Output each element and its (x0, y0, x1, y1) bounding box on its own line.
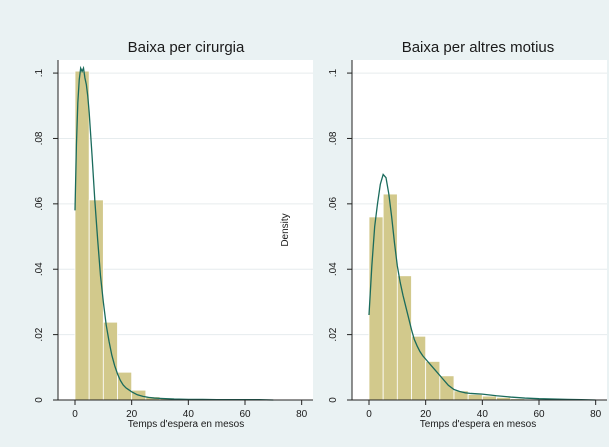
y-tick-label: .08 (328, 131, 339, 145)
panel-title: Baixa per altres motius (402, 39, 555, 56)
panel-baixa-per-cirurgia: Baixa per cirurgia 0 20 40 60 80 0 .02 .04 .06.… (34, 39, 313, 430)
y-tick-label: .1 (328, 68, 339, 77)
y-tick-label: .08 (34, 131, 45, 145)
x-tick-label: 20 (420, 409, 432, 420)
histogram-bar (411, 335, 427, 401)
density-curve (74, 65, 274, 401)
histogram-bar (102, 321, 118, 401)
x-tick-label: 0 (72, 409, 78, 420)
x-axis-label: Temps d'espera en mesos (420, 419, 536, 430)
x-tick-label: 40 (477, 409, 489, 420)
x-tick-label: 20 (126, 409, 138, 420)
x-axis-label: Temps d'espera en mesos (128, 419, 244, 430)
histogram-bar (481, 395, 497, 401)
histogram-bar (396, 275, 412, 401)
y-tick-label: .04 (34, 262, 45, 276)
axes (351, 60, 607, 401)
y-tick-label: 0 (34, 397, 45, 403)
y-ticks: 0 .02 .04 .06 .08 .1 (34, 68, 58, 403)
y-tick-label: .1 (34, 68, 45, 77)
y-tick-label: .06 (328, 196, 339, 210)
panel-baixa-per-altres-motius: Baixa per altres motius 0 20 40 60 80 0 .02 .0… (280, 39, 607, 430)
x-ticks: 0 20 40 60 80 (72, 400, 308, 420)
y-tick-label: 0 (328, 397, 339, 403)
density-curve-group (368, 173, 596, 401)
density-curve-group (74, 65, 274, 401)
axes (57, 60, 313, 401)
histogram-bar (467, 394, 483, 401)
x-tick-label: 80 (296, 409, 308, 420)
y-tick-label: .06 (34, 196, 45, 210)
y-tick-label: .04 (328, 262, 339, 276)
x-tick-label: 0 (366, 409, 372, 420)
x-tick-label: 40 (183, 409, 195, 420)
histogram-bar (382, 193, 398, 401)
panel-title: Baixa per cirurgia (128, 39, 245, 56)
x-tick-label: 60 (533, 409, 545, 420)
y-tick-label: .02 (34, 327, 45, 341)
histogram-bar (368, 216, 384, 401)
x-tick-label: 80 (590, 409, 602, 420)
x-tick-label: 60 (239, 409, 251, 420)
x-ticks: 0 20 40 60 80 (366, 400, 602, 420)
y-axis-label: Density (280, 213, 291, 246)
density-curve (368, 173, 596, 401)
histogram-bar (88, 199, 104, 401)
y-tick-label: .02 (328, 327, 339, 341)
y-ticks: 0 .02 .04 .06 .08 .1 (328, 68, 352, 403)
